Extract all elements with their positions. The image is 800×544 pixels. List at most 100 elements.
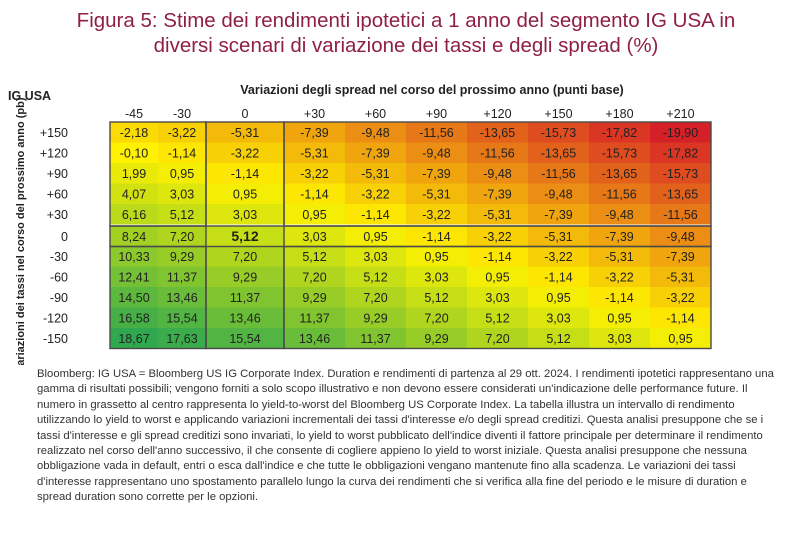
x-tick-label: +180 (605, 107, 633, 121)
heatmap-value-labels: -2,18 -3,22 -5,31 -7,39 -9,48 -11,56 -13,65 -15… (118, 126, 698, 346)
heatmap-cell (528, 183, 589, 204)
heatmap-cell (589, 266, 650, 287)
heatmap-cell (467, 204, 528, 225)
heatmap-cell-label: -11,56 (663, 208, 698, 222)
heatmap-cell-label: -3,22 (231, 146, 260, 160)
x-tick-label: 0 (242, 107, 249, 121)
heatmap-cell-label: -7,39 (605, 230, 634, 244)
heatmap-cell-label: -1,14 (422, 230, 451, 244)
heatmap-cell (650, 204, 711, 225)
heatmap-cell-label: -3,22 (544, 250, 573, 264)
heatmap-cell (284, 142, 345, 163)
heatmap-cell-label: 5,12 (302, 250, 326, 264)
heatmap-cell-label: -11,56 (541, 167, 576, 181)
heatmap-cell (345, 142, 406, 163)
heatmap-cell-label: -5,31 (300, 146, 329, 160)
heatmap-cell (345, 122, 406, 143)
heatmap-cell (284, 163, 345, 184)
heatmap-cell (650, 287, 711, 308)
chart-title-line-1: Figura 5: Stime dei rendimenti ipotetici… (76, 9, 736, 32)
heatmap-cell-label: -11,56 (480, 146, 515, 160)
x-tick-label: -30 (173, 107, 191, 121)
heatmap-cell-label: 11,37 (299, 311, 329, 325)
heatmap-cell-label: -5,31 (422, 187, 451, 201)
heatmap-cell (528, 226, 589, 247)
heatmap-cell (528, 246, 589, 267)
heatmap-cell-label: 3,03 (233, 208, 257, 222)
heatmap-cell (528, 328, 589, 349)
heatmap-cell-label: -1,14 (231, 167, 260, 181)
heatmap-cell-label: -5,31 (544, 230, 573, 244)
heatmap-cell-label: -3,22 (483, 230, 512, 244)
heatmap-cell-label: 7,20 (170, 230, 194, 244)
heatmap-cell-label: 18,67 (118, 332, 149, 346)
heatmap-cell (406, 287, 467, 308)
heatmap-cell (345, 266, 406, 287)
heatmap-cell (345, 328, 406, 349)
heatmap-cell (284, 266, 345, 287)
heatmap-cell-label: 5,12 (485, 311, 509, 325)
heatmap-cell-label: 0,95 (424, 250, 448, 264)
heatmap-cell (589, 204, 650, 225)
heatmap-cell (406, 226, 467, 247)
heatmap-cell (206, 287, 284, 308)
heatmap-cell (158, 307, 206, 328)
heatmap-cell-label: -3,22 (605, 270, 634, 284)
heatmap-cell-label: -7,39 (361, 146, 390, 160)
heatmap-cell-label: 3,03 (363, 250, 387, 264)
x-tick-label: +120 (483, 107, 511, 121)
heatmap-cell (467, 163, 528, 184)
heatmap-cell-label: 8,24 (122, 230, 146, 244)
heatmap-cell-label: 0,95 (363, 230, 387, 244)
heatmap-cell-label: -3,22 (168, 126, 197, 140)
y-tick-label: +90 (47, 167, 68, 181)
heatmap-cell-label: -5,31 (483, 208, 512, 222)
corner-label: IG USA (8, 89, 51, 103)
heatmap-cell-label: 7,20 (363, 291, 387, 305)
heatmap-cell-label: 3,03 (170, 187, 194, 201)
heatmap-cell-label: 7,20 (233, 250, 257, 264)
heatmap-cell-label: 5,12 (170, 208, 194, 222)
heatmap-cell (528, 122, 589, 143)
heatmap-cell (110, 266, 158, 287)
heatmap-cell (158, 226, 206, 247)
heatmap-cell (650, 246, 711, 267)
heatmap-cell-label: -5,31 (231, 126, 260, 140)
heatmap-center-value: 5,12 (231, 228, 258, 244)
heatmap-cell-label: -1,14 (605, 291, 634, 305)
heatmap-cell-label: -13,65 (602, 167, 637, 181)
heatmap-section-frames (109, 121, 712, 350)
heatmap-cell-label: -9,48 (361, 126, 390, 140)
heatmap-cell (528, 307, 589, 328)
heatmap-cell-label: -3,22 (422, 208, 451, 222)
heatmap-cell-label: 0,95 (233, 187, 257, 201)
heatmap-cell-label: 9,29 (170, 250, 194, 264)
heatmap-cell (650, 307, 711, 328)
heatmap-cell-label: 5,12 (546, 332, 570, 346)
section-frame (109, 225, 712, 248)
heatmap-cell (206, 204, 284, 225)
y-tick-label: +120 (40, 146, 68, 160)
heatmap-cell (467, 226, 528, 247)
heatmap-cell (158, 183, 206, 204)
heatmap-cell (650, 266, 711, 287)
x-tick-label: +90 (426, 107, 447, 121)
heatmap-cell (206, 328, 284, 349)
heatmap-cell-label: 7,20 (485, 332, 509, 346)
y-tick-label: +30 (47, 208, 68, 222)
heatmap-cell-label: -17,82 (602, 126, 637, 140)
heatmap-cell-label: -15,73 (663, 167, 698, 181)
heatmap-cell-label: -1,14 (544, 270, 573, 284)
heatmap-cell-label: -9,48 (666, 230, 695, 244)
heatmap-cell-label: -1,14 (168, 146, 197, 160)
heatmap-cell-label: 15,54 (166, 311, 197, 325)
heatmap-cell-label: 0,95 (668, 332, 692, 346)
heatmap-cell (650, 122, 711, 143)
heatmap-cell (110, 226, 158, 247)
heatmap-cell-label: -13,65 (663, 187, 698, 201)
heatmap-cell (406, 183, 467, 204)
x-axis-title: Variazioni degli spread nel corso del pr… (240, 83, 623, 97)
heatmap-cell (467, 307, 528, 328)
heatmap-cell-label: -1,14 (361, 208, 390, 222)
heatmap-cell (158, 266, 206, 287)
